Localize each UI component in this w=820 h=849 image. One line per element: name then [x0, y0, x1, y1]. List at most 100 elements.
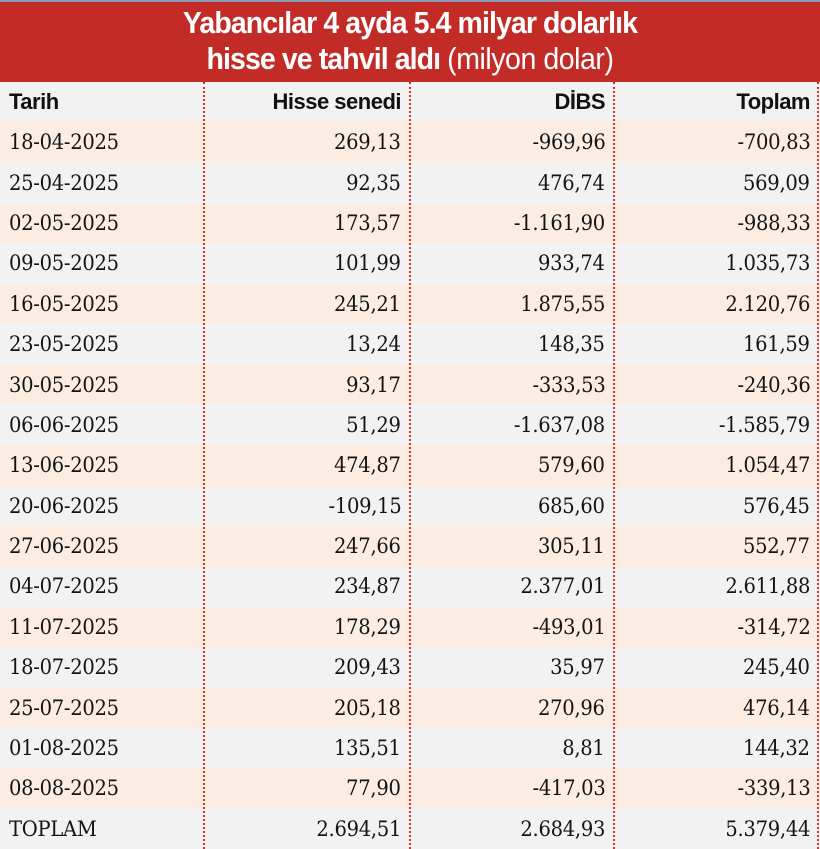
title-banner: Yabancılar 4 ayda 5.4 milyar dolarlık hi…	[0, 0, 820, 82]
bonds-cell: -969,96	[410, 122, 614, 162]
total-cell-value: 1.035,73	[725, 251, 810, 276]
bonds-cell: -1.161,90	[410, 203, 614, 243]
total-cell-value: -1.585,79	[718, 412, 810, 437]
column-divider	[203, 82, 205, 849]
stocks-cell: 51,29	[204, 405, 410, 445]
date-cell-value: 04-07-2025	[9, 574, 119, 599]
bonds-cell-value: 305,11	[538, 534, 605, 559]
bonds-cell-value: 2.684,93	[520, 816, 605, 841]
date-cell-value: 01-08-2025	[9, 736, 119, 761]
bonds-cell-value: 933,74	[538, 251, 605, 276]
header-stocks: Hisse senedi	[204, 82, 410, 122]
total-cell-value: 245,40	[743, 655, 810, 680]
total-cell-value: -988,33	[737, 210, 810, 235]
total-cell: 161,59	[614, 324, 818, 364]
total-cell: 1.054,47	[614, 445, 818, 485]
bonds-cell-value: 2.377,01	[520, 574, 605, 599]
header-total-label: Toplam	[736, 89, 810, 114]
total-cell-value: 569,09	[743, 170, 810, 195]
stocks-cell: 245,21	[204, 284, 410, 324]
stocks-cell: 93,17	[204, 364, 410, 404]
total-cell-value: 161,59	[743, 332, 810, 357]
stocks-cell-value: 178,29	[334, 614, 401, 639]
date-cell-value: 27-06-2025	[9, 534, 119, 559]
bonds-cell: 933,74	[410, 243, 614, 283]
bonds-cell-value: -493,01	[532, 614, 605, 639]
header-date-label: Tarih	[9, 89, 59, 114]
stocks-cell-value: 135,51	[334, 736, 401, 761]
stocks-cell: 135,51	[204, 728, 410, 768]
date-cell-value: 09-05-2025	[9, 251, 119, 276]
date-cell: 30-05-2025	[0, 364, 204, 404]
date-cell-value: 25-04-2025	[9, 170, 119, 195]
stocks-cell: 205,18	[204, 687, 410, 727]
date-cell: 08-08-2025	[0, 768, 204, 808]
date-cell-value: 30-05-2025	[9, 372, 119, 397]
total-cell: 2.611,88	[614, 566, 818, 606]
total-cell: 245,40	[614, 647, 818, 687]
stocks-cell: 474,87	[204, 445, 410, 485]
date-cell: 20-06-2025	[0, 486, 204, 526]
total-cell: -339,13	[614, 768, 818, 808]
stocks-cell: 2.694,51	[204, 809, 410, 849]
stocks-cell-value: 51,29	[346, 412, 401, 437]
total-cell-value: 576,45	[743, 493, 810, 518]
stocks-cell: 92,35	[204, 162, 410, 202]
bonds-cell-value: 8,81	[562, 736, 606, 761]
column-divider	[817, 82, 819, 849]
stocks-cell: 173,57	[204, 203, 410, 243]
total-cell-value: -240,36	[737, 372, 810, 397]
bonds-cell: 579,60	[410, 445, 614, 485]
bonds-cell-value: 685,60	[538, 493, 605, 518]
stocks-cell: -109,15	[204, 486, 410, 526]
stocks-cell-value: 2.694,51	[316, 816, 401, 841]
total-cell: 569,09	[614, 162, 818, 202]
total-cell: -988,33	[614, 203, 818, 243]
stocks-cell-value: 13,24	[346, 332, 401, 357]
date-cell: TOPLAM	[0, 809, 204, 849]
date-cell-value: 16-05-2025	[9, 291, 119, 316]
table-row: 13-06-2025 474,87 579,60 1.054,47	[0, 445, 820, 486]
column-divider	[409, 82, 411, 849]
title-line-1: Yabancılar 4 ayda 5.4 milyar dolarlık	[182, 5, 638, 40]
date-cell: 11-07-2025	[0, 607, 204, 647]
bonds-cell: -417,03	[410, 768, 614, 808]
stocks-cell-value: 247,66	[334, 534, 401, 559]
bonds-cell-value: 579,60	[538, 453, 605, 478]
date-cell: 06-06-2025	[0, 405, 204, 445]
date-cell: 25-04-2025	[0, 162, 204, 202]
stocks-cell-value: 269,13	[334, 130, 401, 155]
stocks-cell: 77,90	[204, 768, 410, 808]
header-bonds: DİBS	[410, 82, 614, 122]
date-cell-value: 18-04-2025	[9, 130, 119, 155]
date-cell-value: 23-05-2025	[9, 332, 119, 357]
stocks-cell: 178,29	[204, 607, 410, 647]
total-cell: 2.120,76	[614, 284, 818, 324]
title-line-2: hisse ve tahvil aldı (milyon dolar)	[33, 41, 787, 77]
stocks-cell-value: 205,18	[334, 695, 401, 720]
stocks-cell-value: 245,21	[334, 291, 401, 316]
stocks-cell: 101,99	[204, 243, 410, 283]
bonds-cell: 148,35	[410, 324, 614, 364]
bonds-cell: -333,53	[410, 364, 614, 404]
header-bonds-label: DİBS	[554, 89, 605, 114]
bonds-cell-value: -417,03	[532, 776, 605, 801]
bonds-cell: 2.377,01	[410, 566, 614, 606]
date-cell: 01-08-2025	[0, 728, 204, 768]
stocks-cell: 247,66	[204, 526, 410, 566]
bonds-cell-value: -969,96	[532, 130, 605, 155]
date-cell-value: 25-07-2025	[9, 695, 119, 720]
stocks-cell-value: 234,87	[334, 574, 401, 599]
bonds-cell: 685,60	[410, 486, 614, 526]
total-cell: 552,77	[614, 526, 818, 566]
date-cell-value: 18-07-2025	[9, 655, 119, 680]
date-cell-value: 13-06-2025	[9, 453, 119, 478]
bonds-cell-value: 270,96	[538, 695, 605, 720]
date-cell: 16-05-2025	[0, 284, 204, 324]
date-cell: 02-05-2025	[0, 203, 204, 243]
total-cell: 476,14	[614, 687, 818, 727]
total-cell: -700,83	[614, 122, 818, 162]
bonds-cell: 2.684,93	[410, 809, 614, 849]
header-total: Toplam	[614, 82, 818, 122]
bonds-cell-value: -333,53	[532, 372, 605, 397]
